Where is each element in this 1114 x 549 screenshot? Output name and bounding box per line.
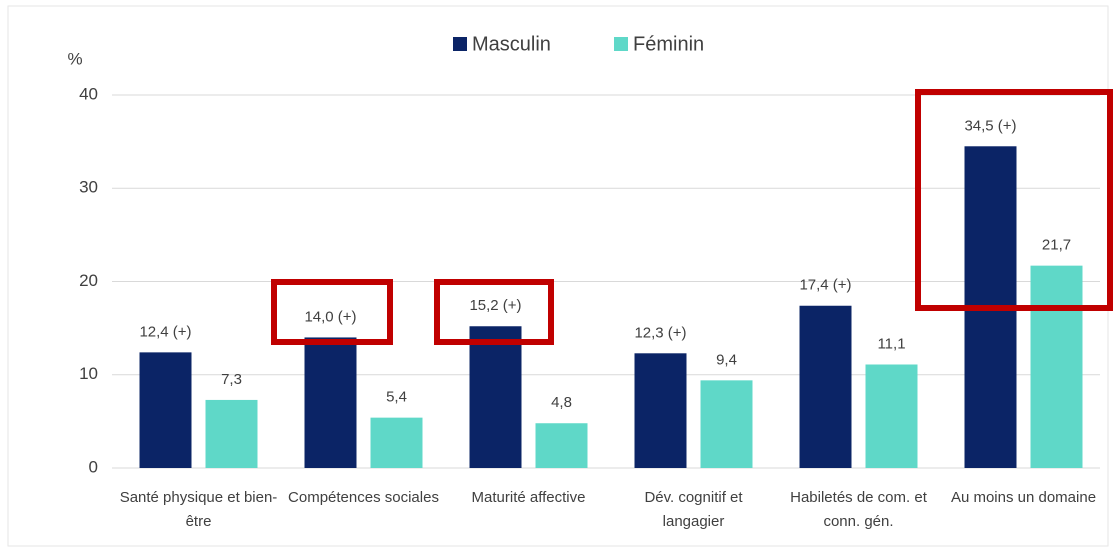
x-tick-label: Habiletés de com. et conn. gén. [790, 489, 927, 530]
bar [634, 353, 687, 468]
bar [370, 417, 423, 468]
bar [304, 337, 357, 468]
x-tick-label: Compétences sociales [288, 489, 439, 506]
data-label: 15,2 (+) [469, 297, 521, 314]
legend-swatch [614, 37, 628, 51]
data-label: 11,1 [877, 335, 905, 352]
bar [205, 399, 258, 468]
bar [865, 364, 918, 468]
legend-label: Féminin [633, 33, 704, 55]
bar [535, 423, 588, 468]
highlight-box [271, 279, 393, 345]
bar [799, 305, 852, 468]
highlight-box [434, 279, 554, 345]
x-tick-label: Santé physique et bien-être [119, 489, 278, 530]
bar [700, 380, 753, 468]
data-label: 34,5 (+) [964, 117, 1016, 134]
data-label: 4,8 [551, 394, 572, 411]
x-tick-label: Dév. cognitif et langagier [644, 489, 743, 530]
highlight-box [915, 89, 1113, 311]
data-label: 21,7 [1042, 237, 1071, 254]
y-tick-label: 10 [79, 364, 98, 383]
data-label: 9,4 [716, 351, 737, 368]
legend-label: Masculin [472, 33, 551, 55]
y-tick-label: 0 [89, 457, 98, 476]
data-label: 12,3 (+) [634, 324, 686, 341]
bar [469, 326, 522, 468]
bar [1030, 265, 1083, 468]
legend-swatch [453, 37, 467, 51]
data-label: 12,4 (+) [139, 323, 191, 340]
x-tick-label: Maturité affective [471, 489, 586, 506]
y-tick-label: 40 [79, 84, 98, 103]
y-axis-label: % [67, 49, 82, 68]
data-label: 5,4 [386, 389, 407, 406]
data-label: 17,4 (+) [799, 277, 851, 294]
bar [139, 352, 192, 468]
y-tick-label: 30 [79, 178, 98, 197]
data-label: 7,3 [221, 371, 242, 388]
x-tick-label: Au moins un domaine [950, 489, 1097, 506]
y-tick-label: 20 [79, 271, 98, 290]
data-label: 14,0 (+) [304, 308, 356, 325]
